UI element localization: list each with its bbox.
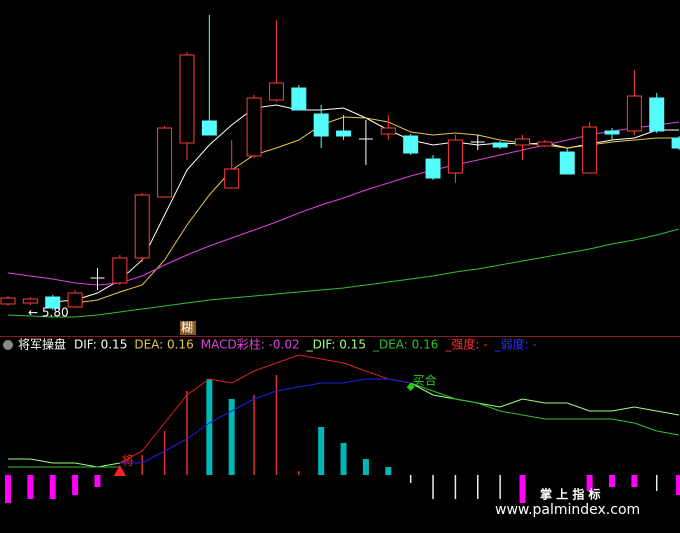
legend-entry: DEA: 0.16 (134, 338, 193, 352)
legend-entry: _强度: - (444, 337, 487, 352)
signal-label: 买合 (413, 373, 437, 388)
indicator-line (75, 116, 680, 304)
signal-marker (113, 465, 126, 476)
indicator-title: 将军操盘 (18, 337, 66, 352)
candle-body (671, 137, 680, 149)
macd-bar (253, 395, 255, 475)
legend-entry: _DIF: 0.15 (306, 338, 366, 352)
candle-body (246, 97, 262, 157)
candle-body (559, 151, 575, 175)
macd-bar (186, 391, 188, 475)
candle-body (492, 142, 508, 148)
indicator-line (7, 228, 680, 318)
macd-bar (385, 467, 392, 475)
tag: 糊 (181, 320, 193, 335)
macd-bar (432, 475, 434, 499)
macd-bar (676, 475, 680, 495)
panel-toggle[interactable] (3, 340, 13, 350)
candle-body (604, 130, 620, 135)
candle-body (67, 292, 83, 308)
macd-bar (141, 455, 143, 475)
macd-bar (362, 459, 369, 475)
candle-body (537, 141, 553, 147)
candle-body (515, 138, 531, 146)
macd-bar (631, 475, 638, 487)
indicator-line (119, 378, 411, 464)
candle-body (0, 297, 16, 305)
candle-body (22, 298, 38, 304)
macd-bar (275, 375, 278, 475)
tag-bg (180, 321, 196, 335)
indicator-line (119, 354, 411, 464)
candle-body (626, 95, 642, 132)
macd-bar (49, 475, 56, 499)
macd-bar (586, 475, 593, 491)
signal-marker (406, 383, 415, 391)
macd-bar (5, 475, 11, 503)
macd-bar (499, 475, 501, 499)
candle-body (157, 127, 173, 198)
macd-bar (608, 475, 615, 487)
candle-body (291, 87, 307, 111)
macd-bar (318, 427, 325, 475)
candle-body (268, 82, 284, 101)
signal-label: 将 (122, 454, 134, 468)
watermark-title: 掌 上 指 标 (540, 487, 601, 502)
macd-bar (27, 475, 34, 499)
candle-body (179, 54, 195, 144)
macd-bar (228, 399, 235, 475)
legend-entry: DIF: 0.15 (74, 338, 127, 352)
candle-body (380, 127, 396, 135)
macd-bar (340, 443, 347, 475)
watermark-url: www.palmindex.com (495, 502, 640, 518)
macd-bar (477, 475, 479, 499)
candle-body (224, 168, 240, 189)
legend-entry: _弱度: - (494, 337, 537, 352)
candle-body (425, 158, 441, 179)
candle-body (336, 130, 352, 137)
macd-bar (655, 475, 658, 491)
low-label: ← 5.80 (28, 306, 69, 320)
macd-bar (454, 475, 457, 499)
candle-body (649, 97, 665, 132)
indicator-line (8, 382, 680, 468)
candle-body (112, 257, 128, 284)
candle-body (134, 194, 150, 259)
macd-bar (519, 475, 526, 503)
macd-bar (409, 475, 412, 483)
macd-bar (206, 379, 213, 475)
macd-bar (94, 475, 101, 487)
candle-body (201, 120, 217, 136)
legend-entry: _DEA: 0.16 (372, 338, 438, 352)
macd-bar (298, 471, 300, 475)
macd-bar (72, 475, 79, 495)
candle-body (582, 126, 598, 174)
candle-body (403, 135, 419, 154)
candle-body (447, 139, 463, 174)
candle-body (313, 113, 329, 137)
legend-entry: MACD彩柱: -0.02 (201, 337, 300, 352)
macd-bar (163, 431, 166, 475)
candle-body (45, 296, 61, 309)
